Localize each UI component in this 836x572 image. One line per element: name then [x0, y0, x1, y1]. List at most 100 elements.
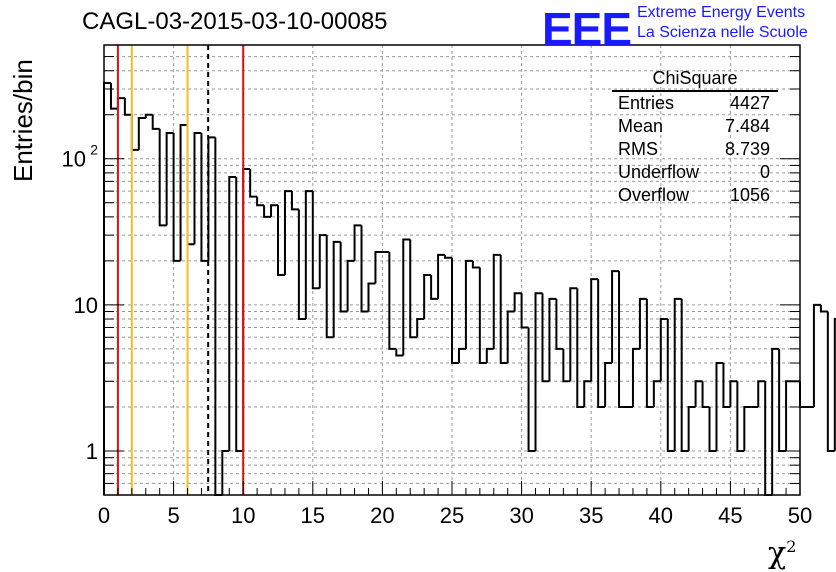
histogram-bin: [193, 131, 202, 245]
x-tick-label: 20: [370, 503, 394, 528]
histogram-bin: [249, 169, 258, 198]
x-tick-label: 0: [98, 503, 110, 528]
histogram-bin: [722, 363, 731, 409]
histogram-bin: [569, 287, 578, 382]
histogram-bin: [534, 292, 543, 452]
histogram-bin: [144, 113, 153, 118]
histogram-bin: [346, 259, 355, 312]
histogram-bin: [123, 98, 132, 116]
histogram-bin: [694, 380, 703, 408]
histogram-bin: [778, 348, 787, 453]
histogram-bin: [673, 297, 682, 452]
histogram-bin: [297, 209, 306, 321]
x-tick-label: 35: [579, 503, 603, 528]
stats-box: ChiSquare Entries 4427 Mean 7.484 RMS 8.…: [612, 68, 778, 207]
histogram-bin: [277, 205, 285, 277]
x-tick-label: 15: [301, 503, 325, 528]
stats-row-rms: RMS 8.739: [612, 138, 778, 161]
x-axis-label-base: χ: [768, 536, 787, 571]
histogram-bin: [729, 380, 738, 408]
histogram-bin: [444, 254, 452, 259]
stats-row-underflow: Underflow 0: [612, 161, 778, 184]
stats-label: Overflow: [618, 185, 690, 205]
histogram-bin: [499, 254, 508, 365]
histogram-bin: [290, 191, 299, 211]
histogram-bin: [395, 348, 404, 357]
histogram-bin: [318, 234, 327, 289]
histogram-bin: [513, 292, 522, 312]
histogram-bin: [367, 282, 376, 312]
histogram-bin: [228, 175, 237, 452]
histogram-bin: [116, 97, 125, 109]
histogram-bin: [270, 204, 278, 217]
x-tick-label: 10: [231, 503, 255, 528]
y-tick-label: 10: [74, 293, 98, 318]
histogram-bin: [409, 239, 418, 339]
histogram-bin: [471, 260, 480, 269]
y-tick-label-exponent: 2: [90, 142, 98, 158]
histogram-bin: [604, 362, 613, 408]
histogram-bin: [597, 279, 606, 409]
stats-label: Underflow: [618, 162, 700, 182]
histogram-bin: [109, 82, 118, 110]
histogram-bin: [652, 380, 661, 408]
histogram-bin: [353, 224, 362, 261]
stats-value: 4427: [729, 93, 770, 113]
y-axis-label: Entries/bin: [8, 59, 38, 182]
histogram-bin: [464, 259, 473, 349]
histogram-bin: [242, 168, 251, 452]
stats-value: 0: [759, 162, 770, 182]
histogram-bin: [743, 406, 752, 452]
histogram-bin: [478, 267, 487, 365]
histogram-bin: [583, 380, 592, 408]
x-tick-label: 50: [788, 503, 812, 528]
histogram-bin: [680, 298, 689, 453]
histogram-bin: [492, 253, 501, 349]
x-tick-label: 30: [509, 503, 533, 528]
stats-row-overflow: Overflow 1056: [612, 184, 778, 207]
histogram-bin: [165, 131, 174, 226]
stats-box-title: ChiSquare: [612, 68, 778, 92]
histogram-bin: [221, 450, 230, 495]
histogram-bin: [618, 271, 626, 409]
histogram-bin: [179, 124, 188, 261]
x-axis-label: χ2: [768, 536, 796, 571]
histogram-bin: [541, 293, 550, 383]
x-tick-label: 40: [649, 503, 673, 528]
histogram-bin: [374, 251, 383, 284]
histogram-bin: [645, 298, 654, 409]
histogram-bin: [659, 318, 668, 382]
histogram-bin: [527, 327, 536, 453]
chart-title: CAGL-03-2015-03-10-00085: [82, 8, 388, 35]
histogram-bin: [339, 241, 348, 313]
histogram-bin: [736, 381, 745, 453]
histogram-bin: [826, 311, 835, 453]
histogram-bin: [137, 116, 146, 150]
histogram-bin: [325, 235, 334, 339]
histogram-bin: [757, 380, 766, 408]
histogram-bin: [172, 132, 181, 262]
histogram-bin: [520, 293, 529, 329]
histogram-bin: [785, 380, 794, 452]
x-tick-label: 25: [440, 503, 464, 528]
x-axis-label-exponent: 2: [786, 537, 797, 556]
histogram-bin: [771, 347, 780, 495]
histogram-bin: [555, 298, 564, 350]
histogram-bin: [819, 304, 828, 313]
eee-logo: EEE: [542, 3, 632, 55]
histogram-bin: [548, 297, 557, 382]
histogram-bin: [562, 348, 571, 383]
histogram-bin: [207, 136, 216, 261]
histogram-bin: [388, 252, 397, 350]
histogram-bin: [402, 238, 411, 356]
histogram-bin: [701, 381, 710, 409]
y-tick-label: 1: [86, 439, 98, 464]
histogram-bin: [283, 190, 292, 276]
histogram-bin: [715, 362, 724, 452]
logo-tagline-1: Extreme Energy Events: [637, 4, 806, 21]
histogram-bin: [638, 297, 647, 349]
stats-value: 7.484: [724, 116, 770, 136]
histogram-bin: [437, 253, 446, 299]
